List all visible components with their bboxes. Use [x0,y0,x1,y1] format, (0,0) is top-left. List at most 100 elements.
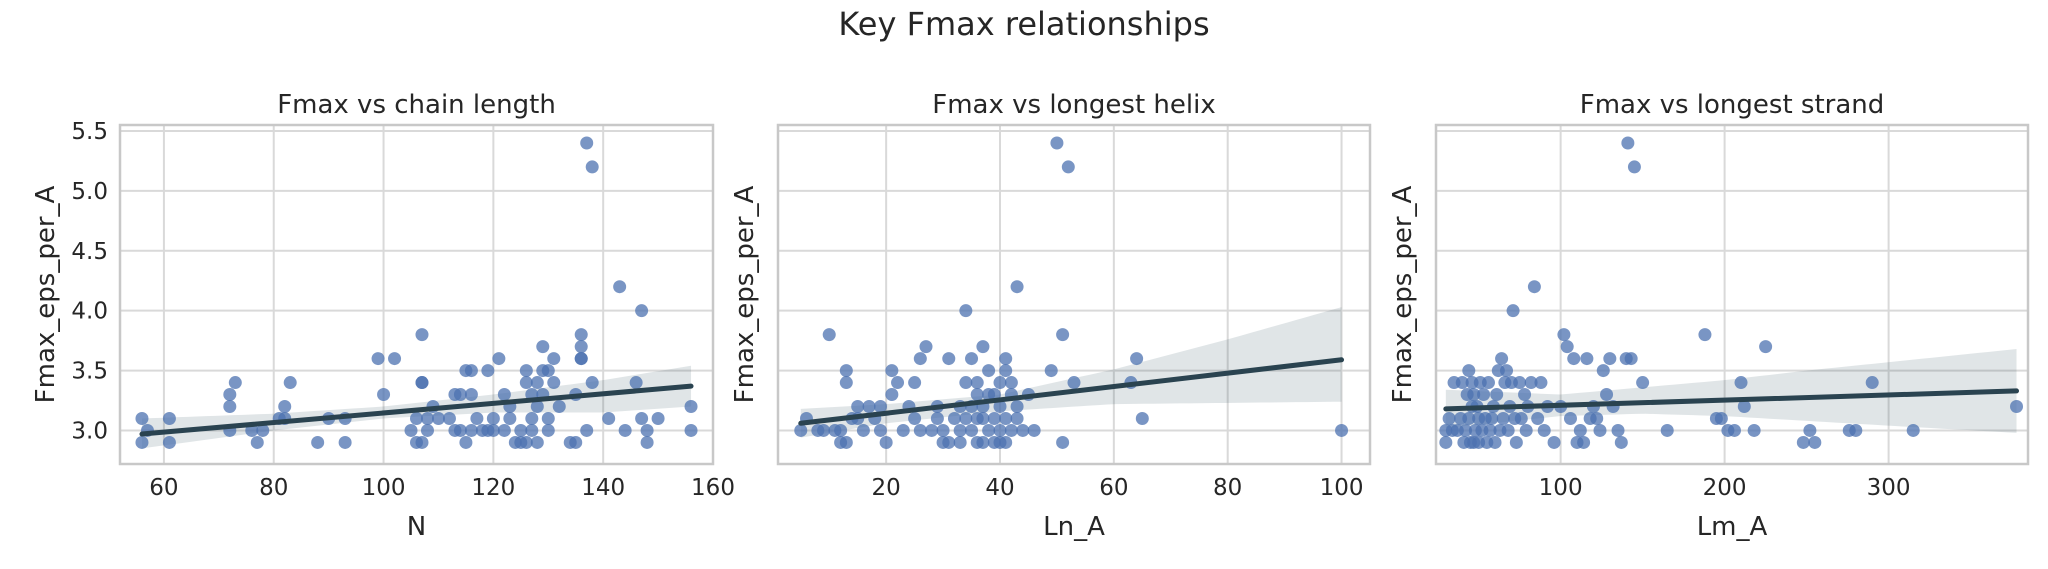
data-point-68 [999,435,1013,449]
data-point-59 [1560,340,1574,354]
data-point-84 [1714,411,1728,425]
data-point-41 [959,411,973,425]
data-point-26 [908,376,922,390]
data-point-7 [1455,376,1469,390]
data-point-18 [338,435,352,449]
x-tick-label-4: 140 [581,475,625,501]
x-tick-label-5: 160 [691,475,735,501]
data-point-27 [415,376,429,390]
data-point-72 [541,411,555,425]
data-point-0 [794,423,808,437]
data-point-10 [839,364,853,378]
subplot-title: Fmax vs longest helix [932,90,1216,120]
data-point-73 [1010,411,1024,425]
data-point-58 [1557,328,1571,342]
data-point-28 [1483,423,1497,437]
data-point-92 [635,411,649,425]
data-point-50 [492,352,506,366]
data-point-29 [415,435,429,449]
data-point-42 [959,376,973,390]
data-point-80 [574,340,588,354]
x-tick-label-2: 100 [362,475,406,501]
y-tick-label-3: 4.5 [71,239,108,265]
data-point-89 [1747,423,1761,437]
data-point-54 [1537,423,1551,437]
data-point-51 [497,423,511,437]
data-point-57 [982,364,996,378]
axes-frame [776,123,1372,466]
data-point-77 [1621,136,1635,150]
data-point-53 [976,411,990,425]
data-point-87 [1734,376,1748,390]
data-point-52 [497,388,511,402]
data-point-14 [856,423,870,437]
data-point-15 [862,400,876,414]
data-point-96 [1865,376,1879,390]
data-point-79 [1050,136,1064,150]
data-point-42 [464,388,478,402]
x-tick-label-1: 200 [1703,475,1747,501]
data-point-87 [602,411,616,425]
data-point-62 [993,400,1007,414]
data-point-95 [1849,423,1863,437]
data-point-61 [1567,352,1581,366]
data-point-60 [519,376,533,390]
data-point-72 [1603,352,1617,366]
confidence-band [1445,349,2017,433]
data-point-8 [228,376,242,390]
data-point-88 [1737,400,1751,414]
data-point-74 [547,352,561,366]
data-point-19 [879,435,893,449]
data-point-68 [536,340,550,354]
subplot-title: Fmax vs longest strand [1580,90,1885,120]
data-point-1 [135,435,149,449]
data-point-63 [525,423,539,437]
data-point-14 [278,400,292,414]
figure-title: Key Fmax relationships [838,5,1209,43]
data-point-75 [552,400,566,414]
data-point-23 [404,423,418,437]
data-point-49 [970,388,984,402]
data-point-37 [947,411,961,425]
data-point-45 [1513,376,1527,390]
data-point-11 [1462,364,1476,378]
data-point-41 [464,423,478,437]
data-point-66 [999,364,1013,378]
data-point-20 [371,352,385,366]
data-point-79 [1627,160,1641,174]
x-tick-label-1: 80 [259,475,288,501]
data-point-46 [965,352,979,366]
data-point-53 [503,411,517,425]
data-point-20 [885,388,899,402]
data-point-63 [1573,423,1587,437]
data-point-34 [936,423,950,437]
data-point-7 [223,388,237,402]
data-point-37 [453,388,467,402]
data-point-64 [530,400,544,414]
data-point-56 [982,423,996,437]
data-point-28 [913,423,927,437]
data-point-18 [873,400,887,414]
data-point-89 [618,423,632,437]
subplot-1: 60 80 100 120 140 160 3.0 3.5 4.0 4.5 5.0 5.5 Fmax v… [31,90,735,542]
x-tick-label-3: 80 [1213,475,1242,501]
data-point-83 [580,136,594,150]
data-point-47 [1518,388,1532,402]
data-point-71 [1600,388,1614,402]
data-point-58 [987,411,1001,425]
data-point-15 [283,376,297,390]
data-point-16 [1467,388,1481,402]
data-point-62 [525,411,539,425]
y-tick-label-2: 4.0 [71,299,108,325]
data-point-35 [1495,352,1509,366]
y-axis-label: Fmax_eps_per_A [31,185,61,403]
data-point-3 [162,411,176,425]
data-point-85 [1130,352,1144,366]
data-point-82 [1698,328,1712,342]
data-point-51 [976,340,990,354]
data-point-87 [1335,423,1349,437]
data-point-39 [953,423,967,437]
data-point-25 [410,411,423,425]
data-point-64 [1577,435,1591,449]
data-point-9 [1459,423,1473,437]
